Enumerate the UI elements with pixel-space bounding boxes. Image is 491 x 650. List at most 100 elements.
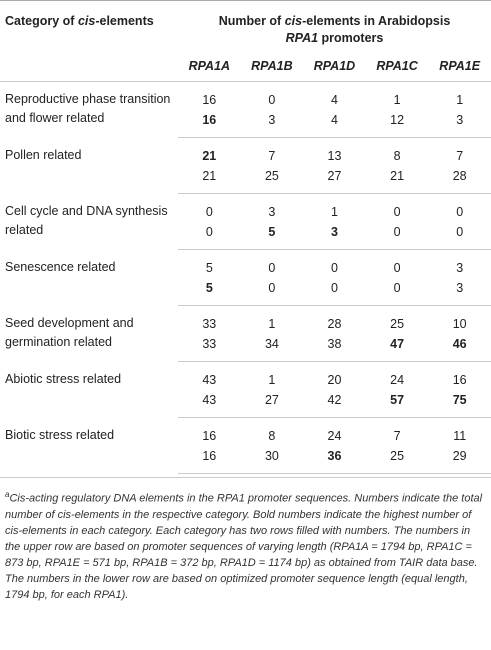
cell: 28 — [327, 317, 342, 331]
row: 16 3 4 12 3 — [0, 110, 491, 138]
cell: 0 — [205, 205, 213, 219]
footnote: aCis-acting regulatory DNA elements in t… — [0, 477, 491, 603]
cell: 16 — [202, 93, 217, 107]
row: 33 34 38 47 46 — [0, 334, 491, 362]
row: Cell cycle and DNA synthesis related 0 3 1 0… — [0, 194, 491, 237]
cell: 57 — [365, 390, 429, 418]
cell: 25 — [240, 166, 304, 194]
cell: 13 — [327, 149, 342, 163]
cell: 75 — [428, 390, 491, 418]
text: promoters — [318, 31, 384, 45]
cell: 21 — [178, 166, 241, 194]
cell: 33 — [178, 334, 241, 362]
cell: 27 — [303, 166, 366, 194]
cell: 0 — [303, 278, 366, 306]
cell: 7 — [456, 149, 464, 163]
footnote-text: Cis-acting regulatory DNA elements in th… — [5, 492, 483, 601]
column-header: RPA1E — [428, 51, 491, 82]
cell: 38 — [303, 334, 366, 362]
row: Abiotic stress related 43 1 20 24 16 — [0, 362, 491, 391]
category-header: Category of cis-elements — [0, 1, 178, 52]
cell: 24 — [327, 429, 342, 443]
cell: 0 — [365, 222, 429, 250]
cell: 16 — [202, 429, 217, 443]
cell: 0 — [268, 93, 276, 107]
column-header: RPA1C — [365, 51, 429, 82]
category: Seed development and germination related — [5, 315, 134, 349]
cell: 4 — [331, 93, 338, 107]
cell: 36 — [303, 446, 366, 474]
category: Abiotic stress related — [5, 371, 122, 386]
cell: 16 — [178, 110, 241, 138]
cell: 5 — [205, 261, 213, 275]
text: -elements in Arabidopsis — [302, 14, 451, 28]
text: Category of — [5, 14, 78, 28]
cell: 0 — [393, 205, 401, 219]
cell: 0 — [331, 261, 338, 275]
cell: 0 — [456, 205, 464, 219]
cell: 3 — [456, 261, 464, 275]
cell: 34 — [240, 334, 304, 362]
row: Biotic stress related 16 8 24 7 11 — [0, 418, 491, 447]
cell: 11 — [453, 429, 467, 443]
cell: 42 — [303, 390, 366, 418]
row: Seed development and germination related… — [0, 306, 491, 349]
cell: 3 — [268, 205, 276, 219]
cell: 5 — [240, 222, 304, 250]
cell: 0 — [268, 261, 276, 275]
category: Pollen related — [5, 147, 82, 162]
cell: 27 — [240, 390, 304, 418]
table: Category of cis-elements Number of cis-e… — [0, 0, 491, 474]
text: -elements — [95, 14, 154, 28]
cell: 4 — [303, 110, 366, 138]
cell: 3 — [303, 222, 366, 250]
cell: 25 — [365, 446, 429, 474]
text: Number of — [218, 14, 285, 28]
cell: 1 — [268, 317, 276, 331]
cell: 1 — [456, 93, 464, 107]
cell: 7 — [393, 429, 401, 443]
cell: 21 — [202, 149, 217, 163]
cell: 33 — [202, 317, 217, 331]
cell: 16 — [178, 446, 241, 474]
cell: 28 — [428, 166, 491, 194]
column-header: RPA1D — [303, 51, 366, 82]
cell: 0 — [178, 222, 241, 250]
category: Senescence related — [5, 259, 116, 274]
cell: 1 — [393, 93, 401, 107]
row: Senescence related 5 0 0 0 3 — [0, 250, 491, 279]
cell: 30 — [240, 446, 304, 474]
cell: 3 — [428, 278, 491, 306]
cell: 43 — [178, 390, 241, 418]
cell: 8 — [268, 429, 276, 443]
cell: 3 — [428, 110, 491, 138]
cell: 12 — [365, 110, 429, 138]
row: Pollen related 21 7 13 8 7 — [0, 138, 491, 167]
cell: 47 — [365, 334, 429, 362]
column-header: RPA1B — [240, 51, 304, 82]
row: 43 27 42 57 75 — [0, 390, 491, 418]
cell: 20 — [327, 373, 342, 387]
cell: 1 — [268, 373, 276, 387]
cell: 3 — [240, 110, 304, 138]
cell: 0 — [428, 222, 491, 250]
cell: 0 — [240, 278, 304, 306]
text: cis — [284, 14, 303, 28]
category: Reproductive phase transition and flower… — [5, 92, 171, 125]
column-header: RPA1A — [178, 51, 241, 82]
category: Biotic stress related — [5, 427, 115, 442]
footnote-mark: a — [5, 490, 10, 499]
row: 21 25 27 21 28 — [0, 166, 491, 194]
text: RPA1 — [285, 31, 319, 45]
number-header: Number of cis-elements in Arabidopsis RP… — [178, 1, 491, 52]
cell: 46 — [428, 334, 491, 362]
cell: 25 — [390, 317, 405, 331]
cell: 8 — [393, 149, 401, 163]
category: Cell cycle and DNA synthesis related — [5, 203, 168, 237]
cell: 29 — [428, 446, 491, 474]
cell: 7 — [268, 149, 276, 163]
cell: 5 — [178, 278, 241, 306]
